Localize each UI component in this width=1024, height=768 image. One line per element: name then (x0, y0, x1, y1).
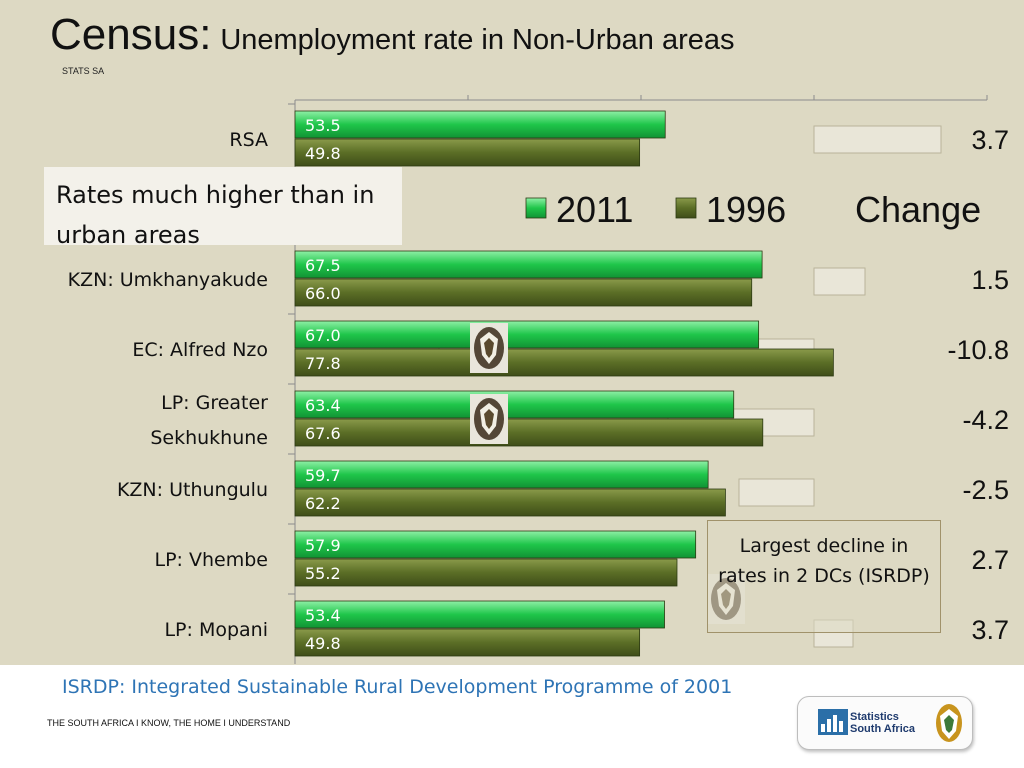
category-label: LP: Greater (161, 392, 268, 414)
bar-2011 (294, 530, 697, 559)
legend-label-1996: 1996 (706, 189, 786, 230)
value-label-1996: 62.2 (305, 494, 341, 513)
title-subtitle: Unemployment rate in Non-Urban areas (220, 24, 735, 56)
category-label: KZN: Uthungulu (117, 479, 268, 501)
value-label-1996: 66.0 (305, 284, 341, 303)
isrdp-footnote: ISRDP: Integrated Sustainable Rural Deve… (62, 676, 733, 698)
value-label-2011: 67.5 (305, 256, 341, 275)
category-label: EC: Alfred Nzo (132, 339, 268, 361)
footer-tagline: THE SOUTH AFRICA I KNOW, THE HOME I UNDE… (47, 718, 291, 728)
category-label: KZN: Umkhanyakude (68, 269, 268, 291)
legend-label-2011: 2011 (556, 189, 633, 230)
change-value: -2.5 (962, 475, 1009, 505)
stats-sa-logo: Statistics South Africa (797, 696, 973, 750)
bar-1996 (294, 278, 753, 307)
value-label-1996: 55.2 (305, 564, 341, 583)
bar-1996 (294, 348, 834, 377)
change-bar-outline (738, 478, 815, 507)
change-value: 2.7 (971, 545, 1009, 575)
emblem-core (484, 409, 494, 429)
value-label-1996: 49.8 (305, 144, 341, 163)
change-bar-outline (813, 125, 942, 154)
bar-2011 (294, 110, 666, 139)
stats-sa-tag: STATS SA (62, 66, 105, 76)
legend-swatch-2011 (525, 197, 547, 219)
logo-text-line1: Statistics (850, 711, 899, 723)
value-label-2011: 59.7 (305, 466, 341, 485)
value-label-2011: 63.4 (305, 396, 341, 415)
unemployment-bar-chart: 53.5 49.8 RSA 3.7 67.5 66.0 KZN: Umkhanyakude 1… (68, 95, 1009, 664)
value-label-2011: 67.0 (305, 326, 341, 345)
coat-of-arms-emblem (470, 394, 508, 444)
coat-of-arms-emblem (470, 323, 508, 373)
category-label: RSA (229, 129, 268, 151)
value-label-2011: 57.9 (305, 536, 341, 555)
bar-1996 (294, 558, 678, 587)
bar-1996 (294, 418, 764, 447)
stats-logo-icon (818, 709, 848, 735)
value-label-2011: 53.5 (305, 116, 341, 135)
change-value: 1.5 (971, 265, 1009, 295)
value-label-1996: 77.8 (305, 354, 341, 373)
category-label: LP: Mopani (164, 619, 268, 641)
bar-2011 (294, 250, 763, 279)
bar-2011 (294, 390, 735, 419)
bar-2011 (294, 460, 709, 489)
legend-swatch-1996 (675, 197, 697, 219)
decline-callout: Largest decline in rates in 2 DCs (ISRDP… (707, 520, 941, 633)
change-value: 3.7 (971, 615, 1009, 645)
value-label-1996: 67.6 (305, 424, 341, 443)
value-label-2011: 53.4 (305, 606, 341, 625)
change-column-title: Change (855, 189, 981, 230)
note-box: Rates much higher than in urban areas (44, 167, 402, 249)
bar-2011 (294, 320, 760, 349)
logo-text-line2: South Africa (850, 723, 915, 735)
change-bar-outline (813, 267, 866, 296)
category-label: LP: Vhembe (155, 549, 268, 571)
change-value: -4.2 (962, 405, 1009, 435)
bar-1996 (294, 628, 641, 657)
coat-of-arms-icon (936, 704, 962, 742)
category-label: Sekhukhune (150, 427, 268, 449)
bar-2011 (294, 600, 665, 629)
logo-text: Statistics South Africa (850, 711, 915, 735)
emblem-core (484, 338, 494, 358)
title-main: Census: (50, 10, 212, 59)
bar-1996 (294, 138, 641, 167)
slide-title: Census: Unemployment rate in Non-Urban a… (50, 10, 735, 60)
bar-1996 (294, 488, 726, 517)
change-value: 3.7 (971, 125, 1009, 155)
change-value: -10.8 (947, 335, 1009, 365)
value-label-1996: 49.8 (305, 634, 341, 653)
